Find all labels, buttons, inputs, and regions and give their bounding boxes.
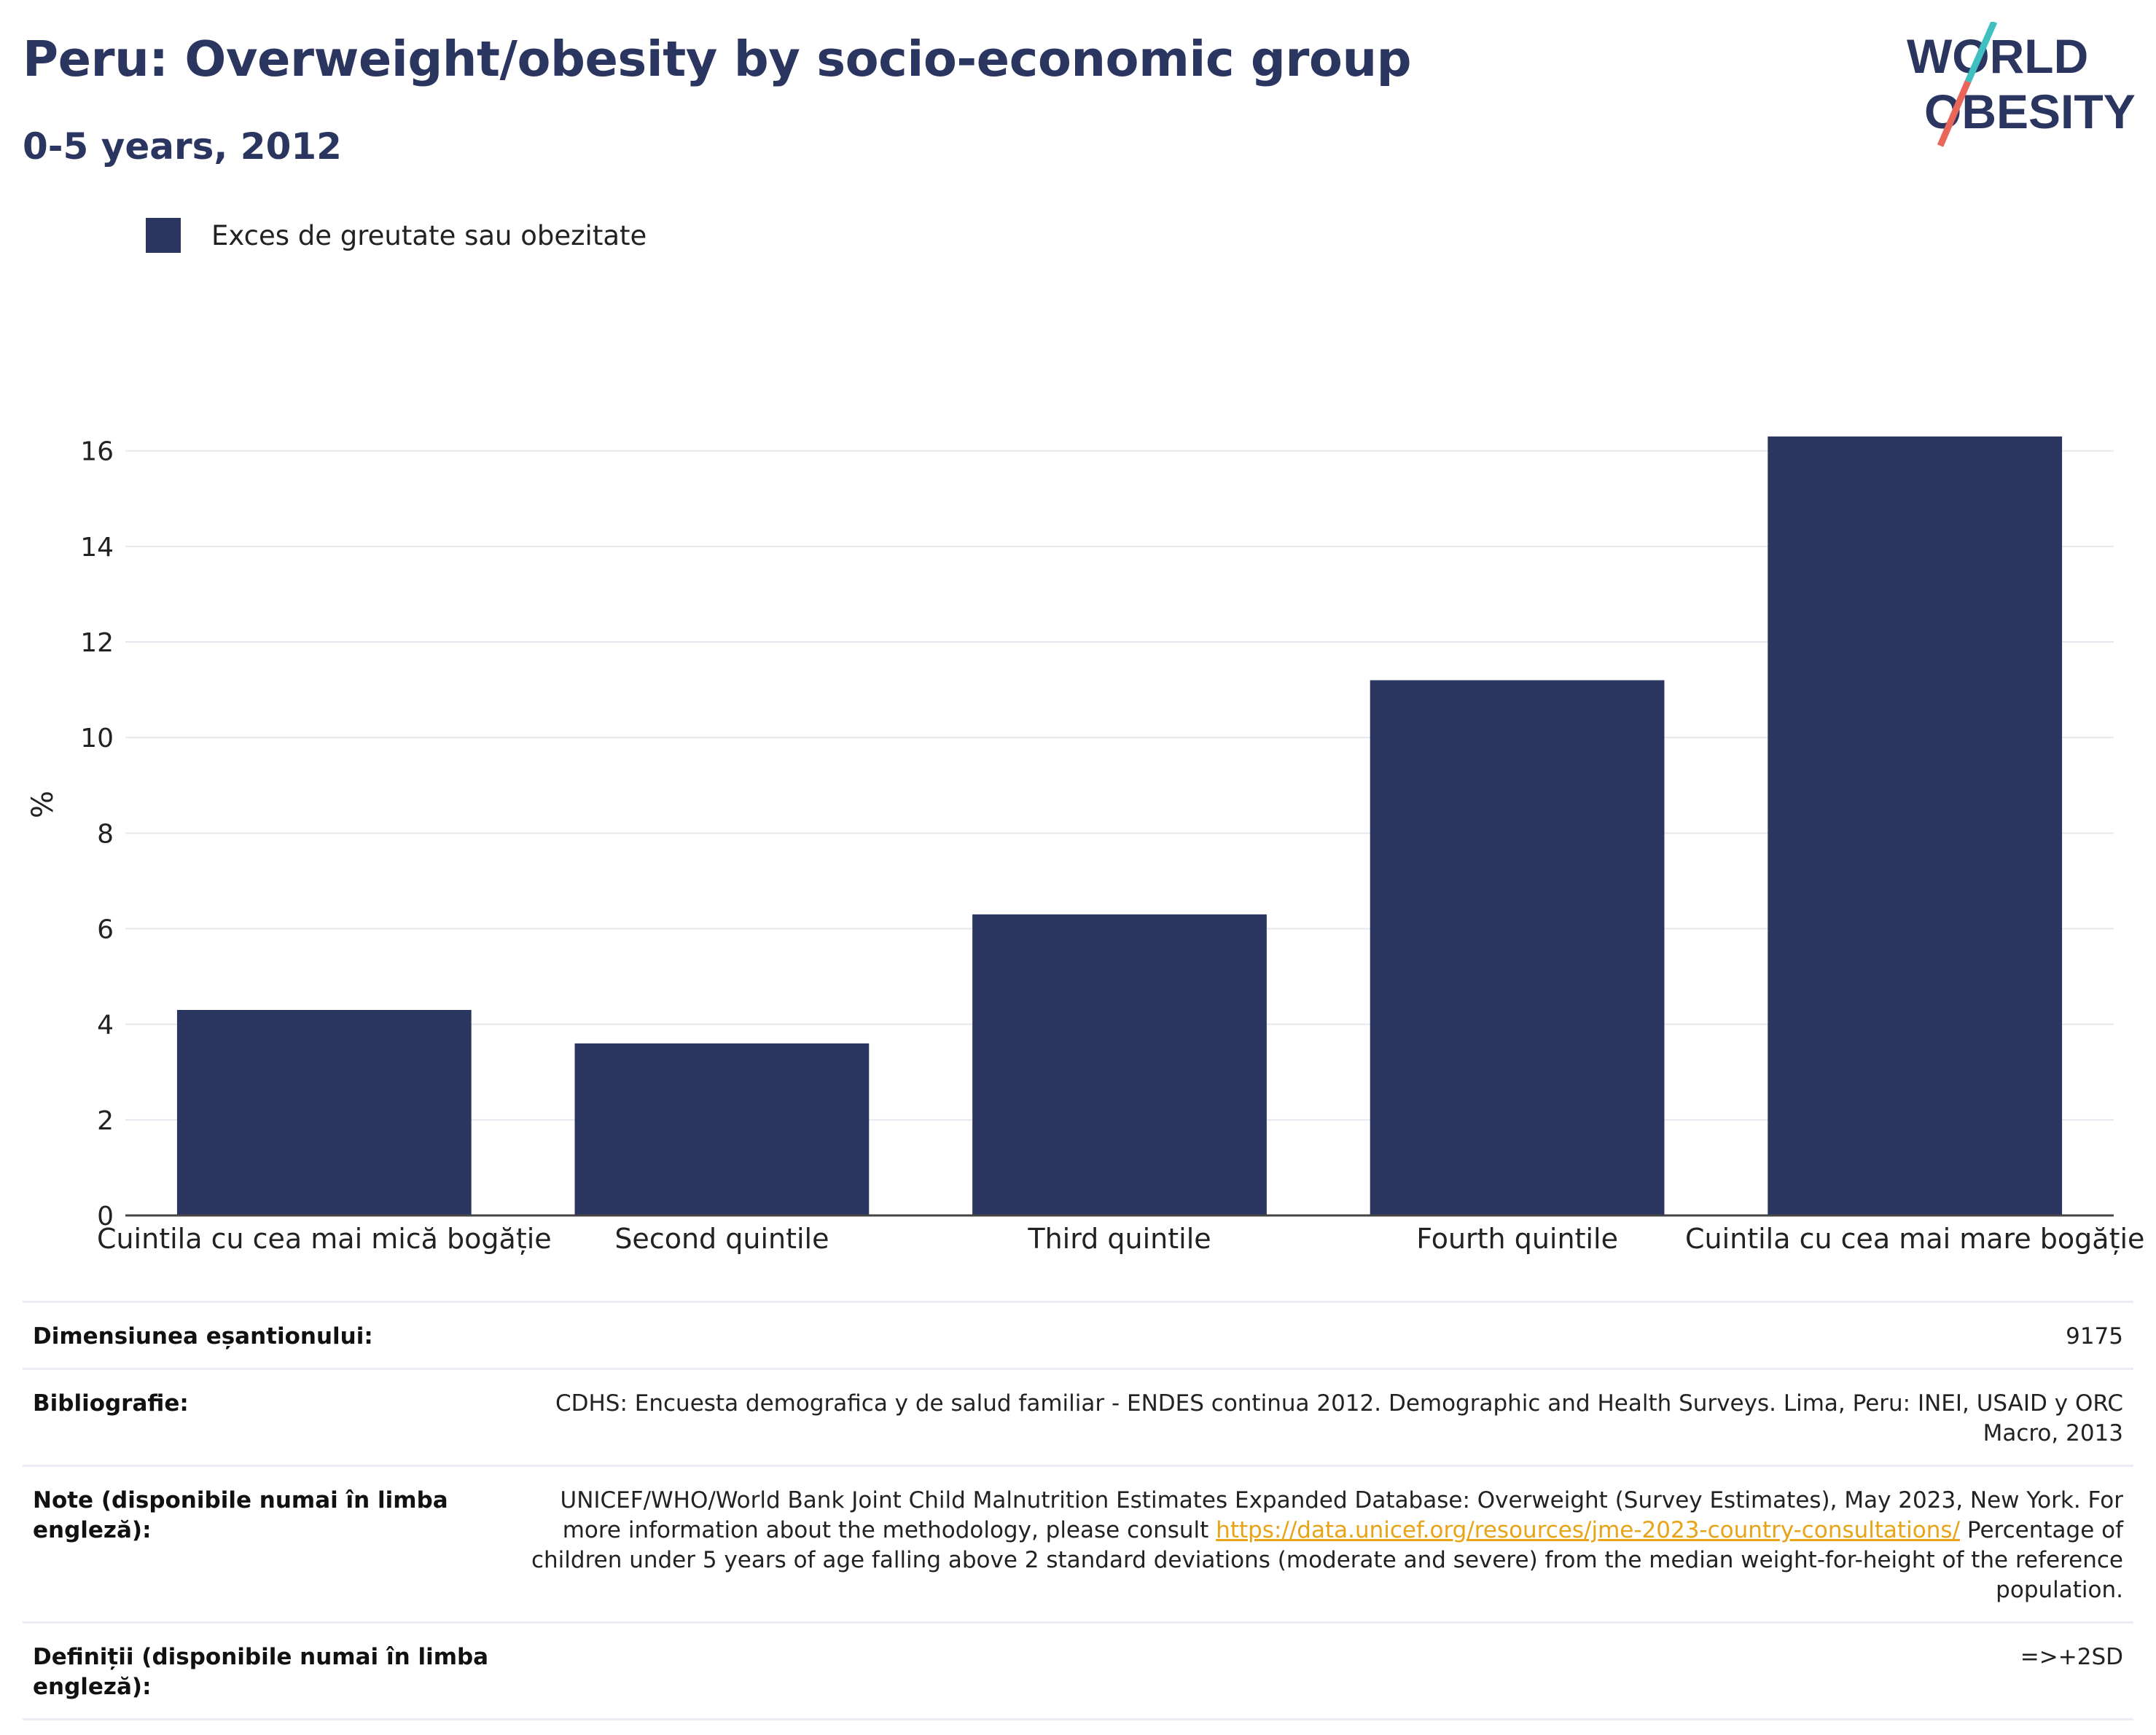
notes-text-after: Percentage of children under 5 years of … bbox=[531, 1517, 2123, 1603]
x-tick-label: Second quintile bbox=[614, 1223, 829, 1255]
world-obesity-logo: WORLD OBESITY bbox=[1907, 22, 2136, 147]
y-tick-label: 4 bbox=[97, 1011, 114, 1041]
legend-label: Exces de greutate sau obezitate bbox=[211, 219, 647, 251]
bar bbox=[972, 914, 1267, 1215]
methodology-link[interactable]: https://data.unicef.org/resources/jme-20… bbox=[1216, 1517, 1961, 1543]
info-value: UNICEF/WHO/World Bank Joint Child Malnut… bbox=[509, 1466, 2133, 1623]
y-tick-label: 8 bbox=[97, 819, 114, 849]
legend-swatch bbox=[146, 218, 181, 253]
chart-title: Peru: Overweight/obesity by socio-econom… bbox=[23, 31, 1412, 87]
x-tick-label: Cuintila cu cea mai mare bogăție bbox=[1685, 1223, 2144, 1255]
y-tick-label: 16 bbox=[80, 437, 114, 467]
bar bbox=[1768, 436, 2063, 1216]
y-tick-label: 6 bbox=[97, 915, 114, 945]
y-tick-label: 12 bbox=[80, 628, 114, 658]
bar-chart: 0 2 4 6 8 10 12 14 16 Cuintila cu cea mai mică bo… bbox=[26, 436, 2144, 1255]
bar bbox=[1370, 680, 1665, 1215]
notes-text-before: UNICEF/WHO/World Bank Joint Child Malnut… bbox=[560, 1487, 2124, 1543]
info-label: Note (disponibile numai în limba engleză… bbox=[33, 1487, 448, 1543]
bar bbox=[176, 1010, 472, 1215]
info-label: Dimensiunea eșantionului: bbox=[33, 1323, 373, 1350]
info-value: CDHS: Encuesta demografica y de salud fa… bbox=[555, 1390, 2123, 1446]
info-label: Definiții (disponibile numai în limba en… bbox=[33, 1644, 489, 1700]
y-tick-label: 2 bbox=[97, 1106, 114, 1136]
x-tick-label: Third quintile bbox=[1027, 1223, 1211, 1255]
y-tick-label: 10 bbox=[80, 724, 114, 753]
info-value: =>+2SD bbox=[2020, 1644, 2123, 1670]
y-axis-label: % bbox=[26, 791, 60, 818]
logo-text-world: WORLD bbox=[1907, 29, 2088, 83]
info-value: 9175 bbox=[2066, 1323, 2123, 1350]
y-tick-label: 14 bbox=[80, 533, 114, 563]
x-tick-label: Fourth quintile bbox=[1416, 1223, 1618, 1255]
info-row-notes: Note (disponibile numai în limba engleză… bbox=[23, 1465, 2133, 1623]
logo-slash-bottom bbox=[1937, 80, 1972, 147]
info-row-bibliography: Bibliografie: CDHS: Encuesta demografica… bbox=[23, 1368, 2133, 1466]
bar bbox=[574, 1043, 870, 1215]
chart-legend: Exces de greutate sau obezitate bbox=[146, 216, 647, 255]
info-row-sample-size: Dimensiunea eșantionului: 9175 bbox=[23, 1301, 2133, 1369]
info-label: Bibliografie: bbox=[33, 1390, 189, 1417]
chart-subtitle: 0-5 years, 2012 bbox=[23, 125, 342, 168]
x-tick-label: Cuintila cu cea mai mică bogăție bbox=[97, 1223, 552, 1255]
logo-slash-top bbox=[1964, 22, 1998, 83]
y-tick-label: 0 bbox=[97, 1202, 114, 1231]
info-table: Dimensiunea eșantionului: 9175 Bibliogra… bbox=[23, 1301, 2133, 1720]
info-row-definitions: Definiții (disponibile numai în limba en… bbox=[23, 1622, 2133, 1720]
